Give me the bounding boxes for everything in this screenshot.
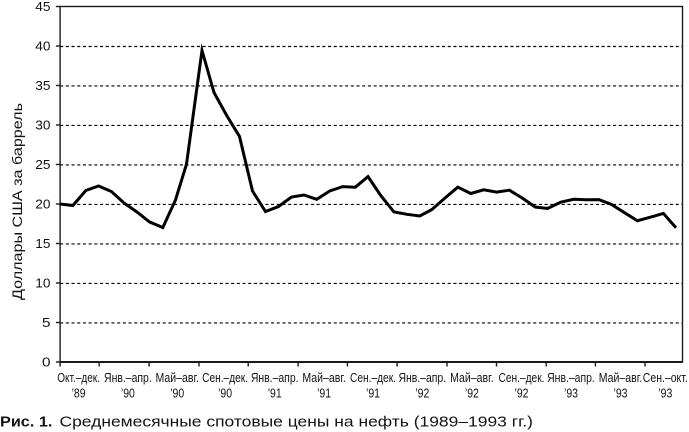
svg-text:’92: ’92 bbox=[515, 386, 529, 401]
svg-text:Янв.–апр.: Янв.–апр. bbox=[398, 370, 446, 385]
svg-text:Сен.–дек.: Сен.–дек. bbox=[202, 370, 248, 385]
svg-text:’91: ’91 bbox=[317, 386, 331, 401]
svg-text:20: 20 bbox=[35, 197, 50, 212]
svg-text:’90: ’90 bbox=[170, 386, 184, 401]
svg-text:Сен.–дек.: Сен.–дек. bbox=[350, 370, 396, 385]
svg-text:Сен.–дек.: Сен.–дек. bbox=[499, 370, 545, 385]
svg-text:30: 30 bbox=[35, 118, 50, 133]
svg-text:Рис. 1.: Рис. 1. bbox=[0, 413, 52, 430]
svg-text:45: 45 bbox=[35, 0, 50, 14]
svg-text:35: 35 bbox=[35, 78, 50, 93]
svg-text:10: 10 bbox=[35, 276, 50, 291]
svg-text:’89: ’89 bbox=[72, 386, 86, 401]
svg-text:15: 15 bbox=[35, 236, 50, 251]
svg-text:Окт.–дек.: Окт.–дек. bbox=[57, 370, 100, 385]
svg-text:Янв.–апр.: Янв.–апр. bbox=[547, 370, 595, 385]
svg-text:’93: ’93 bbox=[658, 386, 672, 401]
svg-text:Май–авг.: Май–авг. bbox=[599, 370, 643, 385]
svg-text:Янв.–апр.: Янв.–апр. bbox=[104, 370, 152, 385]
svg-text:Май–авг.: Май–авг. bbox=[450, 370, 494, 385]
svg-text:25: 25 bbox=[35, 157, 50, 172]
svg-text:’92: ’92 bbox=[415, 386, 429, 401]
svg-text:40: 40 bbox=[35, 39, 50, 54]
svg-text:’92: ’92 bbox=[465, 386, 479, 401]
svg-text:Среднемесячные спотовые цены н: Среднемесячные спотовые цены на нефть (1… bbox=[60, 413, 534, 430]
svg-text:’90: ’90 bbox=[121, 386, 135, 401]
svg-text:’91: ’91 bbox=[366, 386, 380, 401]
svg-text:Сен.–окт.: Сен.–окт. bbox=[643, 370, 688, 385]
svg-text:Доллары США за баррель: Доллары США за баррель bbox=[10, 103, 25, 300]
svg-text:’93: ’93 bbox=[614, 386, 628, 401]
svg-text:Май–авг.: Май–авг. bbox=[155, 370, 199, 385]
svg-text:’91: ’91 bbox=[268, 386, 282, 401]
svg-text:’93: ’93 bbox=[564, 386, 578, 401]
svg-text:Янв.–апр.: Янв.–апр. bbox=[251, 370, 299, 385]
svg-text:Май–авг.: Май–авг. bbox=[302, 370, 346, 385]
svg-text:5: 5 bbox=[42, 315, 51, 330]
svg-text:0: 0 bbox=[42, 355, 51, 370]
svg-text:’90: ’90 bbox=[218, 386, 232, 401]
